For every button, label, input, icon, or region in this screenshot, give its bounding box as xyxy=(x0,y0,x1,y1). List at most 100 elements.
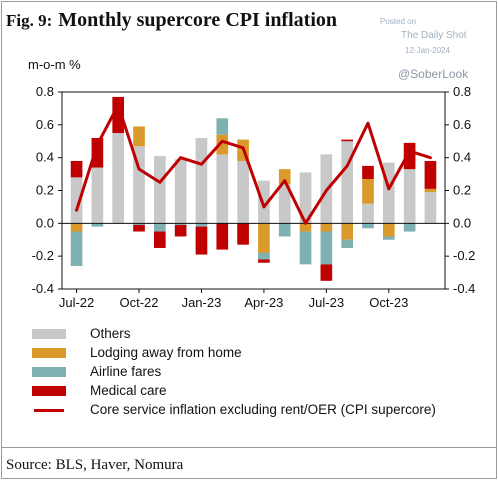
watermark-date: 12-Jan-2024 xyxy=(405,46,450,55)
bar-lodging-away-from-home-dec-23 xyxy=(424,188,437,193)
bar-lodging-away-from-home-jul-23 xyxy=(320,223,333,232)
bar-lodging-away-from-home-oct-22 xyxy=(133,126,145,147)
source-note: Source: BLS, Haver, Nomura xyxy=(6,457,184,473)
bar-others-apr-23 xyxy=(258,180,270,224)
y-tick-label-left: -0.2 xyxy=(32,248,54,263)
y-tick-label-right: 0.8 xyxy=(453,84,471,99)
bar-airline-fares-jul-23 xyxy=(320,231,333,265)
y-tick-label-left: 0.2 xyxy=(36,183,54,198)
bar-others-nov-23 xyxy=(403,169,416,224)
bar-medical-care-mar-23 xyxy=(237,223,249,245)
ticks-group: 0.8 0.8 0.6 0.6 0.4 0.4 0.2 0.2 0.0 0.0 -0.2 -0.2 -0… xyxy=(32,84,476,310)
x-tick-label: Jul-23 xyxy=(309,295,344,310)
bar-lodging-away-from-home-jun-23 xyxy=(299,223,312,232)
bar-lodging-away-from-home-aug-23 xyxy=(341,223,353,240)
bar-medical-care-dec-22 xyxy=(174,224,187,237)
bar-medical-care-sep-23 xyxy=(362,165,374,180)
bar-medical-care-aug-22 xyxy=(91,137,104,168)
bar-airline-fares-sep-23 xyxy=(362,223,374,229)
legend-label-supercore: Core service inflation excluding rent/OE… xyxy=(90,402,436,417)
x-tick-label: Oct-22 xyxy=(120,295,159,310)
bar-medical-care-jul-22 xyxy=(70,160,83,178)
bar-others-sep-22 xyxy=(112,133,125,224)
bar-airline-fares-may-23 xyxy=(278,223,291,237)
bar-lodging-away-from-home-oct-23 xyxy=(382,223,395,237)
bar-medical-care-jul-23 xyxy=(320,264,333,281)
legend-swatch-lodging xyxy=(32,348,66,358)
bars-group xyxy=(62,96,445,281)
line-group xyxy=(75,103,432,225)
bar-airline-fares-aug-22 xyxy=(91,223,104,227)
x-tick-label: Oct-23 xyxy=(369,295,408,310)
bar-airline-fares-aug-23 xyxy=(341,239,353,248)
bar-medical-care-aug-23 xyxy=(341,139,353,142)
chart-title: Fig. 9: Monthly supercore CPI inflation xyxy=(6,9,337,32)
bar-others-dec-22 xyxy=(174,159,187,224)
bar-medical-care-nov-22 xyxy=(154,231,166,248)
bar-medical-care-apr-23 xyxy=(258,259,270,263)
bar-others-feb-23 xyxy=(216,154,229,224)
bar-lodging-away-from-home-feb-23 xyxy=(216,134,229,155)
bar-airline-fares-apr-23 xyxy=(258,252,270,260)
bar-medical-care-feb-23 xyxy=(216,223,229,250)
bar-others-jul-22 xyxy=(70,177,83,224)
bar-others-nov-22 xyxy=(154,156,166,224)
legend-swatch-others xyxy=(32,329,66,339)
watermark-handle: @SoberLook xyxy=(398,67,469,81)
y-tick-label-left: -0.4 xyxy=(32,281,54,296)
x-tick-label: Apr-23 xyxy=(244,295,283,310)
legend-swatch-supercore xyxy=(34,409,64,412)
bar-airline-fares-jun-23 xyxy=(299,231,312,265)
x-tick-label: Jan-23 xyxy=(182,295,222,310)
y-tick-label-right: 0.6 xyxy=(453,117,471,132)
y-tick-label-left: 0.6 xyxy=(36,117,54,132)
y-tick-label-left: 0.4 xyxy=(36,150,54,165)
bar-airline-fares-jul-22 xyxy=(70,231,83,267)
bar-medical-care-nov-23 xyxy=(403,142,416,170)
figure-label: Fig. 9: xyxy=(6,11,53,30)
bar-medical-care-sep-22 xyxy=(112,96,125,134)
title-text: Monthly supercore CPI inflation xyxy=(58,9,337,31)
watermark-site: The Daily Shot xyxy=(401,30,467,41)
bar-lodging-away-from-home-sep-23 xyxy=(362,179,374,204)
bar-others-aug-23 xyxy=(341,141,353,224)
bar-lodging-away-from-home-jul-22 xyxy=(70,223,83,232)
legend-swatch-medical xyxy=(32,386,66,396)
y-tick-label-right: 0.0 xyxy=(453,215,471,230)
y-tick-label-right: -0.2 xyxy=(453,248,475,263)
bar-others-aug-22 xyxy=(91,167,104,224)
watermark-posted-on: Posted on xyxy=(380,17,417,26)
bar-lodging-away-from-home-may-23 xyxy=(278,169,291,184)
bar-others-jun-23 xyxy=(299,172,312,224)
bar-medical-care-jan-23 xyxy=(195,226,208,255)
bar-airline-fares-dec-22 xyxy=(174,223,187,225)
y-tick-label-left: 0.8 xyxy=(36,84,54,99)
legend-label-others: Others xyxy=(90,326,131,341)
legend-label-medical: Medical care xyxy=(90,383,167,398)
footer-separator xyxy=(2,447,496,448)
bar-lodging-away-from-home-apr-23 xyxy=(258,223,270,253)
y-axis-unit-label: m-o-m % xyxy=(28,57,81,72)
bar-others-mar-23 xyxy=(237,160,249,224)
y-tick-label-right: -0.4 xyxy=(453,281,475,296)
x-tick-label: Jul-22 xyxy=(59,295,94,310)
bar-medical-care-oct-22 xyxy=(133,224,145,232)
bar-others-jan-23 xyxy=(195,137,208,224)
bar-others-dec-23 xyxy=(424,192,437,224)
y-tick-label-right: 0.2 xyxy=(453,183,471,198)
bar-airline-fares-feb-23 xyxy=(216,118,229,135)
bar-airline-fares-nov-22 xyxy=(154,223,166,232)
bar-others-may-23 xyxy=(278,183,291,224)
bar-airline-fares-jan-23 xyxy=(195,223,208,227)
supercore-line xyxy=(75,103,432,225)
y-tick-label-right: 0.4 xyxy=(453,150,471,165)
legend-label-airline: Airline fares xyxy=(90,364,162,379)
legend-label-lodging: Lodging away from home xyxy=(90,345,242,360)
bar-others-sep-23 xyxy=(362,203,374,224)
bar-airline-fares-oct-23 xyxy=(382,236,395,240)
bar-others-oct-22 xyxy=(133,146,145,224)
bar-medical-care-dec-23 xyxy=(424,160,437,189)
y-tick-label-left: 0.0 xyxy=(36,215,54,230)
